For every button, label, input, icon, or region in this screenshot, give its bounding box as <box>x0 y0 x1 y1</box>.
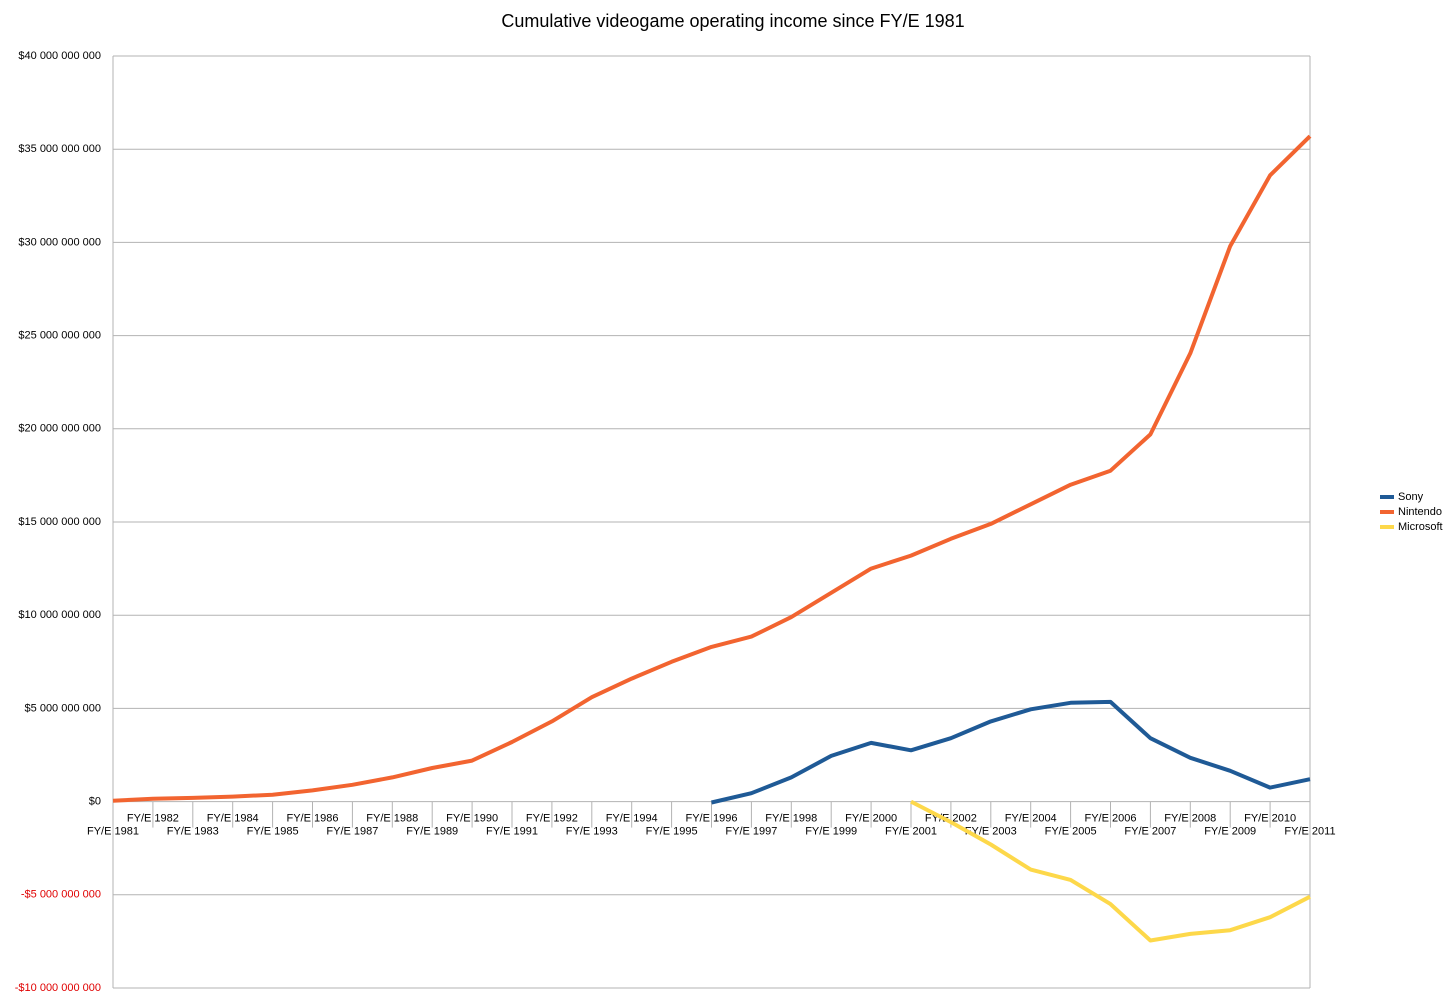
x-tick-label: FY/E 2003 <box>965 826 1017 838</box>
x-tick-label: FY/E 1987 <box>326 826 378 838</box>
y-tick-label: $5 000 000 000 <box>25 702 101 714</box>
x-tick-label: FY/E 1983 <box>167 826 219 838</box>
y-tick-label: $40 000 000 000 <box>18 50 101 62</box>
x-tick-label: FY/E 2000 <box>845 813 897 825</box>
x-tick-label: FY/E 1992 <box>526 813 578 825</box>
y-tick-label: $35 000 000 000 <box>18 143 101 155</box>
x-tick-label: FY/E 2007 <box>1124 826 1176 838</box>
x-tick-label: FY/E 1982 <box>127 813 179 825</box>
x-tick-label: FY/E 2005 <box>1045 826 1097 838</box>
series-line <box>711 699 1311 805</box>
x-tick-label: FY/E 2011 <box>1284 826 1335 838</box>
x-tick-label: FY/E 1981 <box>87 826 139 838</box>
chart-title: Cumulative videogame operating income si… <box>501 11 964 31</box>
y-tick-label: -$5 000 000 000 <box>21 889 101 901</box>
x-tick-label: FY/E 1985 <box>247 826 299 838</box>
y-tick-label: $0 <box>89 796 101 808</box>
x-tick-label: FY/E 1999 <box>805 826 857 838</box>
x-tick-label: FY/E 1993 <box>566 826 618 838</box>
y-tick-label: $15 000 000 000 <box>18 516 101 528</box>
x-tick-label: FY/E 1997 <box>725 826 777 838</box>
x-tick-label: FY/E 1989 <box>406 826 458 838</box>
x-tick-label: FY/E 1986 <box>287 813 339 825</box>
x-tick-label: FY/E 1995 <box>646 826 698 838</box>
x-tick-label: FY/E 2008 <box>1164 813 1216 825</box>
x-tick-label: FY/E 1991 <box>486 826 538 838</box>
x-tick-label: FY/E 1998 <box>765 813 817 825</box>
x-tick-label: FY/E 2006 <box>1085 813 1137 825</box>
x-tick-label: FY/E 1984 <box>207 813 259 825</box>
legend-label: Microsoft <box>1398 521 1443 533</box>
y-tick-label: -$10 000 000 000 <box>15 982 101 994</box>
x-tick-label: FY/E 1996 <box>686 813 738 825</box>
x-tick-label: FY/E 2010 <box>1244 813 1296 825</box>
y-tick-label: $25 000 000 000 <box>18 330 101 342</box>
series-line <box>910 799 1311 943</box>
x-tick-label: FY/E 2001 <box>885 826 937 838</box>
y-tick-label: $30 000 000 000 <box>18 236 101 248</box>
x-tick-label: FY/E 2004 <box>1005 813 1057 825</box>
x-tick-label: FY/E 1988 <box>366 813 418 825</box>
x-tick-label: FY/E 2009 <box>1204 826 1256 838</box>
legend-label: Sony <box>1398 491 1424 503</box>
x-tick-label: FY/E 1994 <box>606 813 658 825</box>
y-tick-label: $10 000 000 000 <box>18 609 101 621</box>
x-tick-label: FY/E 1990 <box>446 813 498 825</box>
series-line <box>112 134 1312 803</box>
y-tick-label: $20 000 000 000 <box>18 423 101 435</box>
legend-label: Nintendo <box>1398 506 1442 518</box>
